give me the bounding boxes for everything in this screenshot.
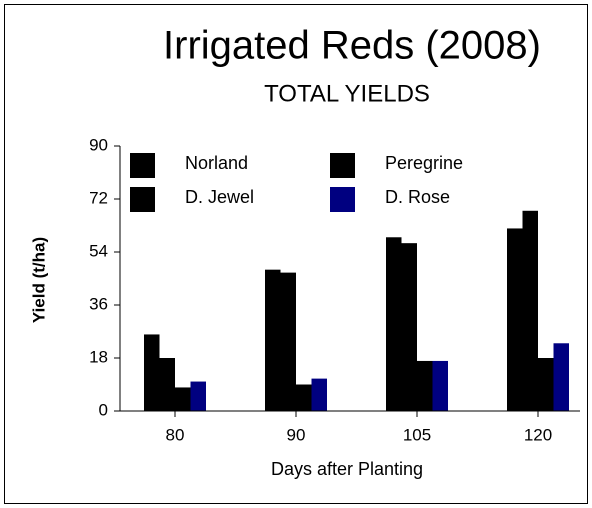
- chart-title: Irrigated Reds (2008): [163, 24, 541, 68]
- y-tick-label: 54: [89, 241, 108, 260]
- legend-swatch: [130, 187, 155, 212]
- bar: [280, 272, 296, 411]
- legend-swatch: [330, 187, 355, 212]
- bar: [175, 387, 191, 411]
- x-axis-label: Days after Planting: [271, 459, 423, 479]
- legend-label: Norland: [185, 153, 248, 173]
- x-tick-label: 105: [403, 425, 431, 444]
- chart-subtitle: TOTAL YIELDS: [264, 80, 430, 107]
- x-tick-label: 90: [287, 425, 306, 444]
- y-tick-label: 36: [89, 294, 108, 313]
- bar: [401, 243, 417, 411]
- frame: [4, 4, 588, 504]
- legend-label: D. Rose: [385, 187, 450, 207]
- bar: [538, 358, 554, 411]
- legend-label: D. Jewel: [185, 187, 254, 207]
- y-tick-label: 0: [99, 400, 108, 419]
- bar: [190, 381, 206, 411]
- bar: [144, 334, 160, 411]
- y-tick-label: 72: [89, 188, 108, 207]
- legend-swatch: [330, 153, 355, 178]
- bar: [296, 384, 312, 411]
- x-tick-label: 120: [524, 425, 552, 444]
- bar: [265, 269, 281, 411]
- y-tick-label: 18: [89, 347, 108, 366]
- y-tick-label: 90: [89, 135, 108, 154]
- x-tick-label: 80: [166, 425, 185, 444]
- bar: [507, 228, 523, 411]
- y-axis-label: Yield (t/ha): [29, 237, 48, 323]
- bar: [522, 210, 538, 411]
- bar: [159, 358, 175, 411]
- bar: [553, 343, 569, 411]
- legend-swatch: [130, 153, 155, 178]
- bar: [417, 360, 433, 411]
- bar: [386, 237, 402, 411]
- bar: [432, 360, 448, 411]
- bar: [311, 378, 327, 411]
- legend-label: Peregrine: [385, 153, 463, 173]
